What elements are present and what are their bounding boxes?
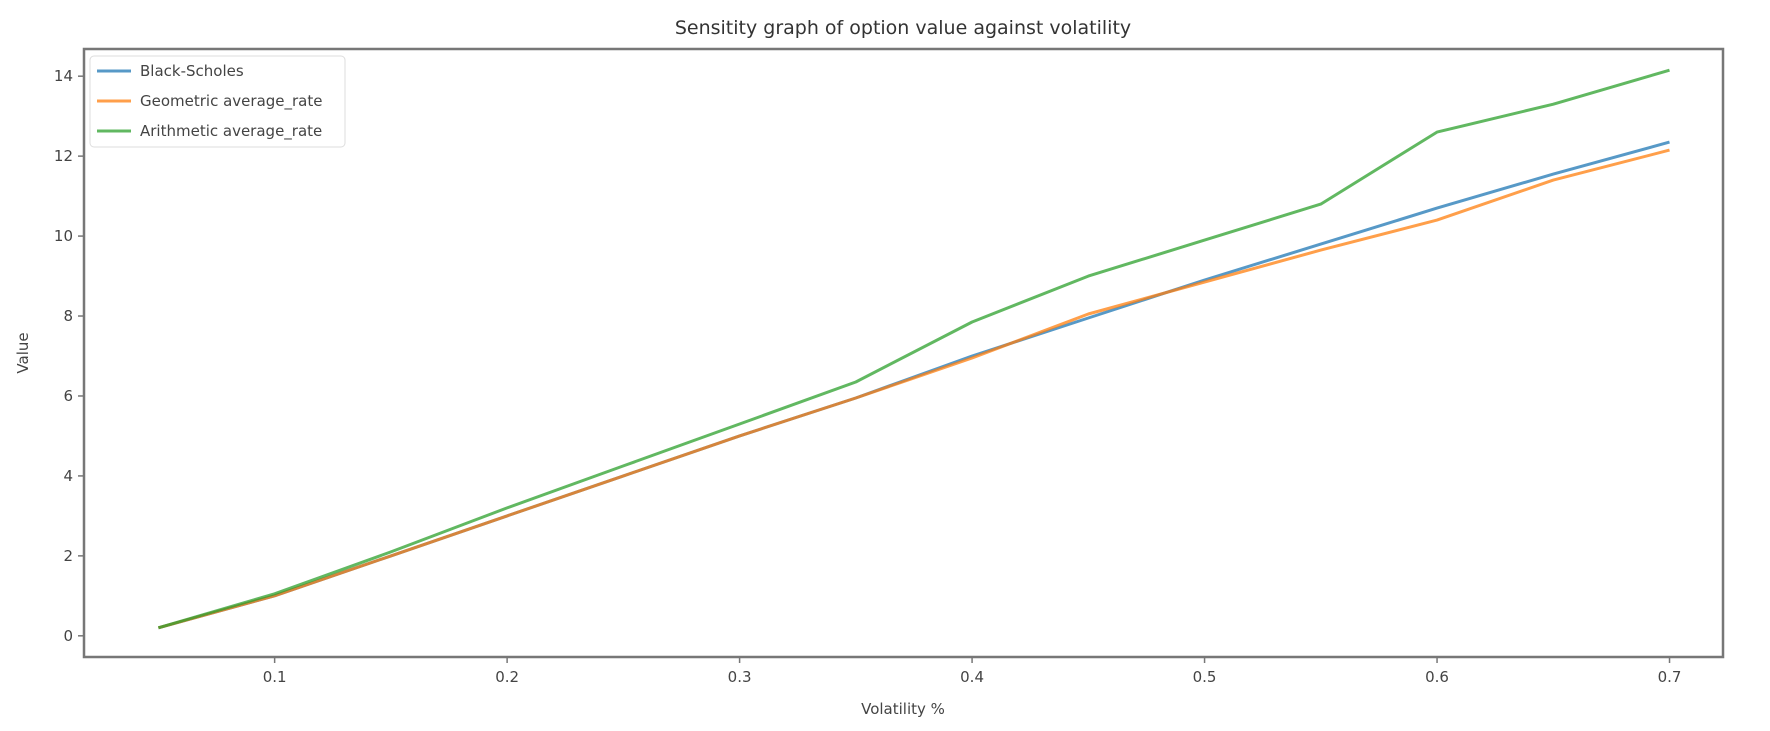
y-tick-label: 2 [63,547,73,565]
x-axis-label: Volatility % [861,700,945,718]
plot-area: 0.1 0.2 0.3 0.4 0.5 0.6 0.7 0 2 4 6 8 10 12 14 Black-Sc… [54,47,1725,686]
x-tick-label: 0.5 [1193,668,1217,686]
legend-entry-0: Black-Scholes [140,62,244,80]
y-tick-label: 8 [63,307,73,325]
x-tick-label: 0.1 [263,668,287,686]
legend-entry-1: Geometric average_rate [140,92,322,111]
axes-frame [82,47,1725,659]
x-tick-label: 0.2 [495,668,519,686]
y-tick-label: 6 [63,387,73,405]
y-axis-label: Value [14,332,32,373]
x-tick-label: 0.6 [1425,668,1449,686]
y-tick-label: 12 [54,147,73,165]
x-tick-label: 0.7 [1658,668,1682,686]
legend: Black-Scholes Geometric average_rate Arith… [89,55,346,148]
legend-entry-2: Arithmetic average_rate [140,122,322,141]
y-tick-label: 14 [54,67,73,85]
x-tick-label: 0.3 [728,668,752,686]
legend-box [89,55,346,148]
x-tick-label: 0.4 [960,668,984,686]
chart-title: Sensitity graph of option value against … [675,17,1131,39]
series-line-2 [157,68,1670,630]
series-line-1 [158,148,1670,630]
y-tick-label: 10 [54,227,73,245]
y-tick-label: 4 [63,467,73,485]
y-tick-label: 0 [63,627,73,645]
